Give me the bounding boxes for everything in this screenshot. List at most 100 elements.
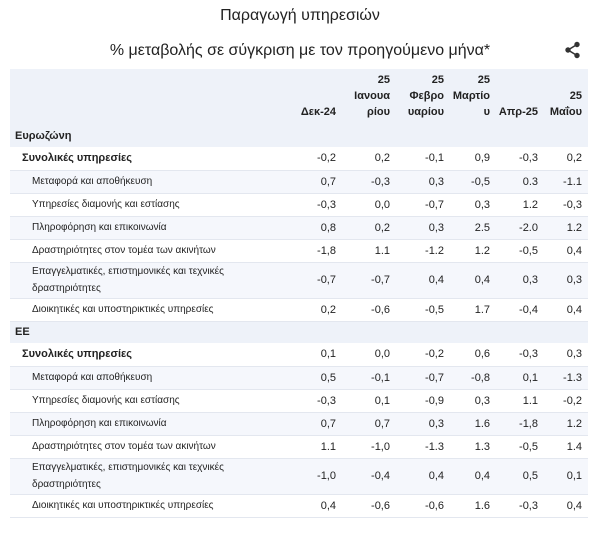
table-cell: 1.2 bbox=[496, 193, 544, 217]
column-header-text: Ιανουα bbox=[354, 90, 390, 102]
column-header-text: υαρίου bbox=[407, 106, 444, 118]
page-title: Παραγωγή υπηρεσιών bbox=[220, 7, 380, 24]
table-cell: -0,3 bbox=[342, 170, 396, 194]
table-cell: 1.1 bbox=[496, 389, 544, 413]
row-label: Συνολικές υπηρεσίες bbox=[10, 343, 280, 367]
row-label-text: δραστηριότητες bbox=[32, 479, 101, 490]
table-cell: -0,7 bbox=[396, 193, 450, 217]
share-icon[interactable] bbox=[563, 40, 583, 60]
column-header: Δεκ-24 bbox=[280, 69, 342, 125]
row-label-text: Πληροφόρηση και επικοινωνία bbox=[32, 418, 167, 429]
row-label: Μεταφορά και αποθήκευση bbox=[10, 366, 280, 390]
row-label: Υπηρεσίες διαμονής και εστίασης bbox=[10, 193, 280, 217]
row-label: Διοικητικές και υποστηρικτικές υπηρεσίες bbox=[10, 298, 280, 322]
row-label: Επαγγελματικές, επιστημονικές και τεχνικ… bbox=[10, 262, 280, 299]
table-cell: -0,6 bbox=[396, 494, 450, 518]
row-label-text: Δραστηριότητες στον τομέα των ακινήτων bbox=[32, 441, 216, 452]
table-cell: 0,4 bbox=[396, 262, 450, 299]
table-cell: -1,8 bbox=[280, 239, 342, 263]
table-cell: 0,3 bbox=[544, 262, 588, 299]
table-cell: 0,0 bbox=[342, 343, 396, 367]
table-cell: -0,5 bbox=[450, 170, 496, 194]
table-cell: 1.6 bbox=[450, 412, 496, 436]
table-cell: -0,5 bbox=[496, 435, 544, 459]
table-cell: -0,2 bbox=[396, 343, 450, 367]
table-row: Δραστηριότητες στον τομέα των ακινήτων 1.… bbox=[10, 435, 588, 459]
table-cell: 0,5 bbox=[496, 458, 544, 495]
table-row: Δραστηριότητες στον τομέα των ακινήτων -1… bbox=[10, 239, 588, 263]
row-label: Επαγγελματικές, επιστημονικές και τεχνικ… bbox=[10, 458, 280, 495]
row-label: Δραστηριότητες στον τομέα των ακινήτων bbox=[10, 435, 280, 459]
page-subtitle: % μεταβολής σε σύγκριση με τον προηγούμε… bbox=[109, 42, 491, 59]
table-cell: 0,7 bbox=[342, 412, 396, 436]
table-cell: 0,0 bbox=[342, 193, 396, 217]
row-label-text: Συνολικές υπηρεσίες bbox=[22, 348, 132, 361]
table-cell: 0,8 bbox=[280, 216, 342, 240]
column-header: Απρ-25 bbox=[496, 69, 544, 125]
table-header: Δεκ-24 25 Ιανουα ρίου 25 Φεβρο υαρίου 25 Μαρτίο υ… bbox=[10, 69, 588, 125]
table-cell: -0,6 bbox=[342, 494, 396, 518]
table-cell: -0,1 bbox=[396, 147, 450, 171]
table-cell: 0,1 bbox=[342, 389, 396, 413]
table-cell: 0,9 bbox=[450, 147, 496, 171]
table-cell: 0.3 bbox=[496, 170, 544, 194]
table-cell: 0,4 bbox=[450, 458, 496, 495]
table-row: Πληροφόρηση και επικοινωνία 0,8 0,2 0,3 2.5-… bbox=[10, 216, 588, 240]
row-label-text: Επαγγελματικές, επιστημονικές και τεχνικ… bbox=[32, 462, 224, 473]
column-header: 25 Ιανουα ρίου bbox=[342, 69, 396, 125]
column-header-text: Φεβρο bbox=[409, 90, 445, 102]
table-row: Επαγγελματικές, επιστημονικές και τεχνικ… bbox=[10, 458, 588, 495]
table-cell: -0,3 bbox=[496, 343, 544, 367]
table-row: Υπηρεσίες διαμονής και εστίασης -0,3 0,0 -0… bbox=[10, 193, 588, 217]
table-cell: -1,0 bbox=[280, 458, 342, 495]
table-cell: 1.2 bbox=[544, 216, 588, 240]
table-cell: 1.4 bbox=[544, 435, 588, 459]
row-label: Δραστηριότητες στον τομέα των ακινήτων bbox=[10, 239, 280, 263]
table-cell: -1.2 bbox=[396, 239, 450, 263]
column-header-text: υ bbox=[483, 106, 490, 118]
table-body: Ευρωζώνη Συνολικές υπηρεσίες -0,2 0,2 -0,1 0,… bbox=[10, 125, 588, 518]
row-label: Πληροφόρηση και επικοινωνία bbox=[10, 216, 280, 240]
row-label-text: Πληροφόρηση και επικοινωνία bbox=[32, 222, 167, 233]
row-label: Διοικητικές και υποστηρικτικές υπηρεσίες bbox=[10, 494, 280, 518]
table-row: Μεταφορά και αποθήκευση 0,5 -0,1 -0,7 -0,8 0,… bbox=[10, 366, 588, 390]
table-cell: 0,4 bbox=[544, 494, 588, 518]
table-cell: -0,2 bbox=[544, 389, 588, 413]
column-header-text: Μαΐου bbox=[549, 106, 582, 118]
table-cell: 0,3 bbox=[396, 412, 450, 436]
table-cell: 0,1 bbox=[280, 343, 342, 367]
table-cell: -0,6 bbox=[342, 298, 396, 322]
table-cell: 0,2 bbox=[280, 298, 342, 322]
table-cell: -0,1 bbox=[342, 366, 396, 390]
table-cell: -0,4 bbox=[496, 298, 544, 322]
table-cell: 0,3 bbox=[396, 216, 450, 240]
table-cell: -0,7 bbox=[280, 262, 342, 299]
row-label-text: Μεταφορά και αποθήκευση bbox=[32, 176, 153, 187]
table-cell: -0,4 bbox=[342, 458, 396, 495]
table-cell: -0,3 bbox=[280, 389, 342, 413]
column-header: 25 Φεβρο υαρίου bbox=[396, 69, 450, 125]
table-cell: 0,5 bbox=[280, 366, 342, 390]
column-header-text: ρίου bbox=[367, 106, 390, 118]
table-cell: 0,4 bbox=[544, 239, 588, 263]
row-label: Μεταφορά και αποθήκευση bbox=[10, 170, 280, 194]
table-cell: -1.3 bbox=[544, 366, 588, 390]
table-cell: 0,3 bbox=[544, 343, 588, 367]
row-label: Υπηρεσίες διαμονής και εστίασης bbox=[10, 389, 280, 413]
column-header-text: Μαρτίο bbox=[452, 90, 490, 102]
table-cell: -0,2 bbox=[280, 147, 342, 171]
group-label: ΕΕ bbox=[10, 321, 588, 343]
table-cell: 0,1 bbox=[496, 366, 544, 390]
table-cell: 0,7 bbox=[280, 170, 342, 194]
column-header-text: Απρ-25 bbox=[498, 106, 538, 118]
table-cell: -0,7 bbox=[396, 366, 450, 390]
table-row: Μεταφορά και αποθήκευση 0,7 -0,3 0,3 -0,5 0.3… bbox=[10, 170, 588, 194]
table-cell: 1.2 bbox=[450, 239, 496, 263]
table-cell: -0,8 bbox=[450, 366, 496, 390]
table-cell: 0,2 bbox=[342, 216, 396, 240]
table-cell: -1,8 bbox=[496, 412, 544, 436]
table-cell: 1.1 bbox=[342, 239, 396, 263]
group-row: ΕΕ bbox=[10, 321, 588, 343]
table-cell: 0,4 bbox=[396, 458, 450, 495]
table-cell: 0,3 bbox=[450, 389, 496, 413]
